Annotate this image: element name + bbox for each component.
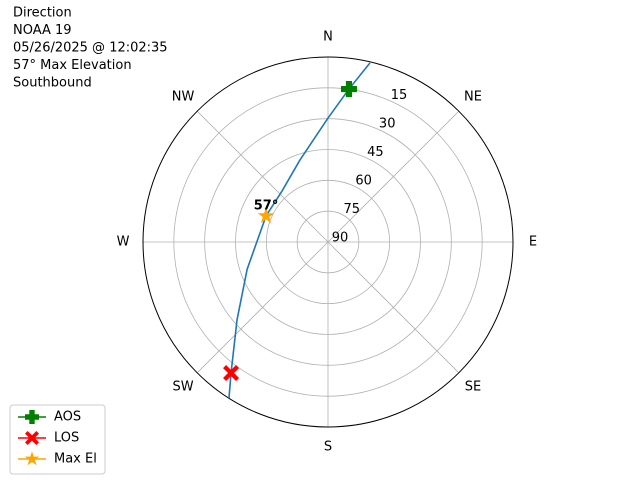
r-tick-label: 45	[367, 145, 384, 160]
marker-star	[257, 207, 275, 224]
r-tick-label: 75	[344, 202, 361, 217]
legend-label: Max El	[54, 452, 97, 467]
theta-tick-label: NW	[172, 90, 195, 105]
grid-spoke	[196, 241, 329, 374]
legend-label: AOS	[54, 410, 81, 425]
marker-x	[223, 365, 240, 382]
grid-spoke	[327, 110, 460, 243]
marker-plus	[340, 81, 357, 98]
theta-tick-label: W	[117, 235, 130, 250]
title-line: 05/26/2025 @ 12:02:35	[13, 41, 168, 56]
legend-marker	[25, 410, 40, 424]
theta-tick-label: NE	[464, 90, 482, 105]
theta-tick-label: S	[324, 440, 332, 455]
title-line: 57° Max Elevation	[13, 58, 132, 73]
r-tick-label: 30	[379, 117, 396, 132]
theta-tick-label: SE	[465, 379, 481, 394]
polar-frame	[142, 56, 514, 428]
theta-tick-label: SW	[172, 379, 193, 394]
annotation: 57°	[254, 198, 279, 213]
r-tick-label: 15	[391, 88, 408, 103]
theta-tick-label: N	[323, 30, 333, 45]
legend-marker	[25, 431, 39, 445]
grid-spoke	[196, 110, 329, 243]
theta-tick-label: E	[529, 235, 537, 250]
grid-spoke	[327, 241, 460, 374]
legend-label: LOS	[54, 431, 79, 446]
title-line: NOAA 19	[13, 23, 72, 38]
legend-marker	[24, 451, 40, 466]
title-line: Southbound	[13, 76, 92, 91]
r-tick-label: 90	[332, 231, 349, 246]
track-line	[228, 62, 371, 399]
r-tick-label: 60	[355, 174, 372, 189]
title-line: Direction	[13, 6, 72, 21]
